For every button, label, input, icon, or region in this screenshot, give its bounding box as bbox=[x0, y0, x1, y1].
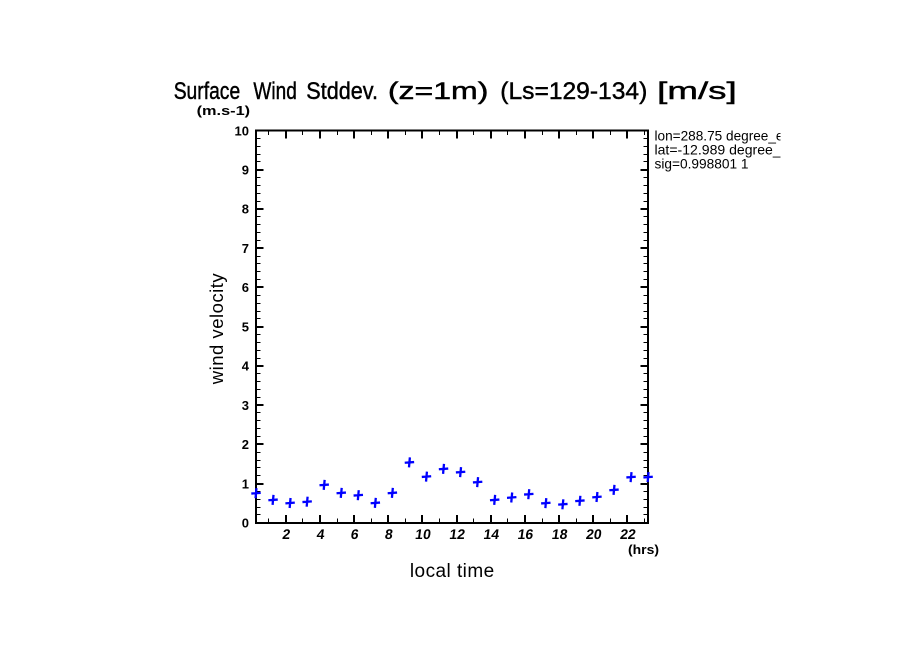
svg-text:22: 22 bbox=[619, 526, 637, 542]
svg-text:7: 7 bbox=[242, 241, 249, 256]
svg-text:12: 12 bbox=[448, 526, 466, 542]
svg-text:9: 9 bbox=[242, 163, 249, 178]
svg-text:Wind: Wind bbox=[253, 78, 296, 105]
svg-text:6: 6 bbox=[242, 280, 249, 295]
svg-text:4: 4 bbox=[316, 526, 326, 542]
svg-text:14: 14 bbox=[483, 526, 501, 542]
svg-text:lat=-12.989 degree_n: lat=-12.989 degree_n bbox=[655, 142, 789, 158]
svg-text:(Ls=129-134): (Ls=129-134) bbox=[500, 78, 647, 105]
svg-text:[m/s]: [m/s] bbox=[657, 78, 737, 105]
svg-text:16: 16 bbox=[517, 526, 535, 542]
svg-text:Surface: Surface bbox=[174, 78, 241, 105]
svg-text:local time: local time bbox=[410, 561, 495, 582]
svg-text:(z=1m): (z=1m) bbox=[388, 78, 489, 105]
svg-text:8: 8 bbox=[242, 202, 249, 217]
svg-text:sig=0.998801 1: sig=0.998801 1 bbox=[655, 156, 749, 172]
svg-text:4: 4 bbox=[242, 359, 250, 374]
svg-text:3: 3 bbox=[242, 398, 249, 413]
svg-text:Stddev.: Stddev. bbox=[306, 78, 378, 105]
svg-text:8: 8 bbox=[384, 526, 394, 542]
svg-text:lon=288.75 degree_e: lon=288.75 degree_e bbox=[655, 128, 784, 144]
svg-text:10: 10 bbox=[235, 123, 249, 138]
svg-text:10: 10 bbox=[414, 526, 432, 542]
svg-text:1: 1 bbox=[242, 476, 249, 491]
svg-text:2: 2 bbox=[281, 526, 291, 542]
svg-text:20: 20 bbox=[585, 526, 603, 542]
svg-text:(hrs): (hrs) bbox=[628, 542, 659, 557]
svg-text:wind velocity: wind velocity bbox=[206, 273, 227, 386]
svg-text:18: 18 bbox=[551, 526, 569, 542]
svg-text:6: 6 bbox=[350, 526, 360, 542]
svg-text:5: 5 bbox=[242, 319, 249, 334]
svg-text:2: 2 bbox=[242, 437, 249, 452]
svg-text:(m.s-1): (m.s-1) bbox=[197, 103, 251, 118]
svg-text:0: 0 bbox=[242, 516, 249, 531]
